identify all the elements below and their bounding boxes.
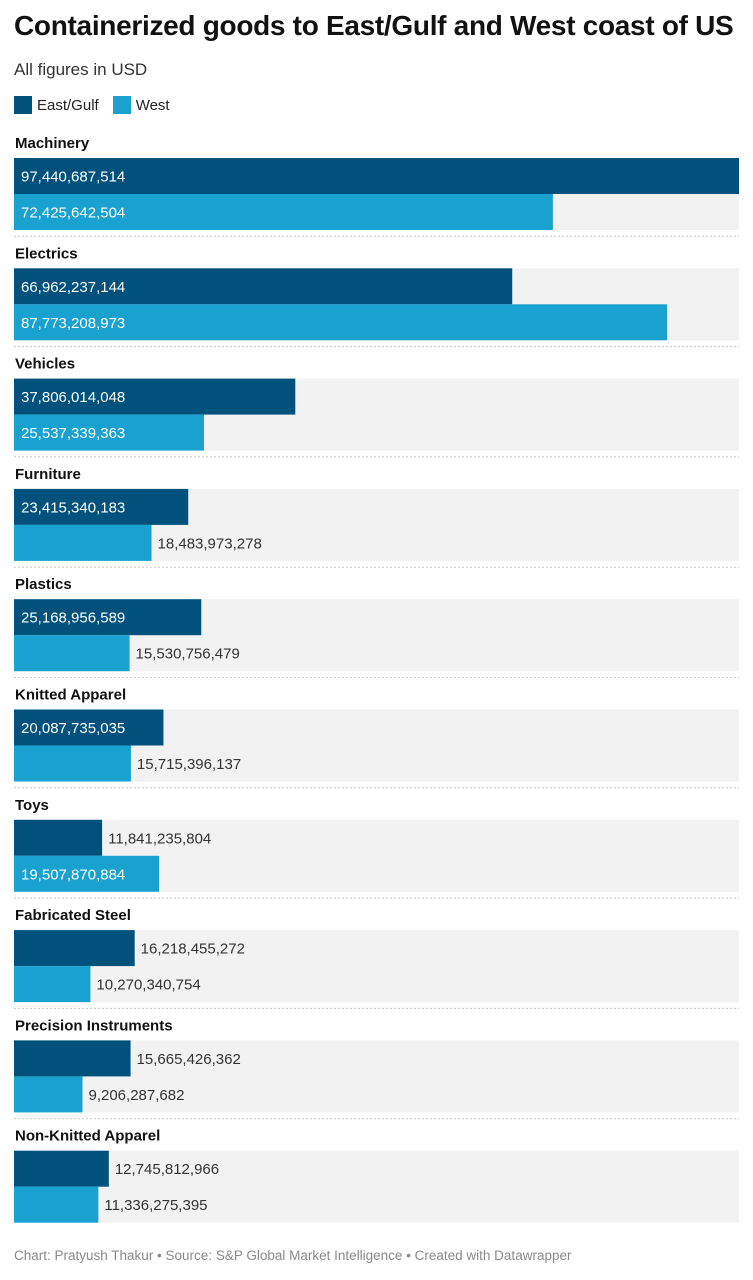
data-label-non-knitted-apparel-east-gulf: 12,745,812,966 — [115, 1161, 219, 1178]
bar-furniture-east-gulf — [14, 488, 189, 525]
data-label-furniture-east-gulf: 23,415,340,183 — [21, 499, 125, 516]
data-label-plastics-west: 15,530,756,479 — [136, 646, 240, 663]
data-label-fabricated-steel-west: 10,270,340,754 — [96, 977, 200, 994]
bar-knitted-apparel-east-gulf — [14, 709, 164, 746]
bar-electrics-east-gulf — [14, 268, 513, 305]
bar-vehicles-west — [14, 414, 205, 451]
bar-non-knitted-apparel-east-gulf — [14, 1150, 109, 1187]
bar-track-non-knitted-apparel — [14, 1150, 739, 1223]
category-label-vehicles: Vehicles — [15, 356, 75, 373]
bar-chart: Machinery 97,440,687,514 72,425,642,504 Ele… — [14, 135, 739, 1223]
bar-precision-instruments-east-gulf — [14, 1040, 131, 1077]
bar-machinery-west — [14, 194, 553, 230]
bar-fabricated-steel-east-gulf — [14, 930, 135, 967]
bar-track-fabricated-steel — [14, 930, 739, 1003]
legend-swatch-east-gulf — [14, 96, 32, 114]
data-label-vehicles-east-gulf: 37,806,014,048 — [21, 389, 125, 406]
legend-label-east-gulf: East/Gulf — [37, 96, 99, 114]
legend-label-west: West — [135, 96, 170, 114]
chart-subtitle: All figures in USD — [14, 60, 148, 79]
data-label-vehicles-west: 25,537,339,363 — [21, 425, 125, 442]
bar-furniture-west — [14, 524, 152, 561]
legend-swatch-west — [112, 96, 131, 114]
legend: East/Gulf West — [14, 96, 184, 114]
data-label-machinery-east-gulf: 97,440,687,514 — [21, 169, 125, 186]
bar-track-precision-instruments — [14, 1040, 739, 1113]
bar-fabricated-steel-west — [14, 966, 91, 1003]
bar-electrics-west — [14, 304, 668, 341]
data-label-knitted-apparel-east-gulf: 20,087,735,035 — [21, 720, 125, 737]
bar-knitted-apparel-west — [14, 745, 131, 782]
category-label-toys: Toys — [15, 797, 49, 814]
category-label-non-knitted-apparel: Non-Knitted Apparel — [15, 1128, 160, 1145]
bar-vehicles-east-gulf — [14, 378, 296, 415]
bar-toys-west — [14, 855, 160, 892]
data-label-fabricated-steel-east-gulf: 16,218,455,272 — [141, 941, 245, 958]
chart-title: Containerized goods to East/Gulf and Wes… — [14, 10, 734, 41]
data-label-plastics-east-gulf: 25,168,956,589 — [21, 610, 125, 627]
bar-machinery-east-gulf — [14, 158, 739, 194]
category-label-fabricated-steel: Fabricated Steel — [15, 907, 131, 924]
legend-item-east-gulf: East/Gulf — [14, 96, 99, 114]
category-label-furniture: Furniture — [15, 466, 81, 483]
bar-precision-instruments-west — [14, 1076, 83, 1113]
category-label-knitted-apparel: Knitted Apparel — [15, 687, 126, 704]
data-label-machinery-west: 72,425,642,504 — [21, 205, 125, 222]
data-label-toys-east-gulf: 11,841,235,804 — [108, 830, 211, 847]
chart-footer: Chart: Pratyush Thakur • Source: S&P Glo… — [14, 1248, 572, 1263]
data-label-precision-instruments-east-gulf: 15,665,426,362 — [137, 1051, 241, 1068]
data-label-toys-west: 19,507,870,884 — [21, 866, 125, 883]
bar-non-knitted-apparel-west — [14, 1186, 99, 1223]
legend-item-west: West — [112, 96, 170, 114]
category-label-electrics: Electrics — [15, 245, 78, 262]
bar-plastics-west — [14, 635, 130, 672]
category-label-precision-instruments: Precision Instruments — [15, 1017, 173, 1034]
category-label-plastics: Plastics — [15, 576, 72, 593]
bar-plastics-east-gulf — [14, 599, 202, 636]
data-label-knitted-apparel-west: 15,715,396,137 — [137, 756, 241, 773]
data-label-electrics-west: 87,773,208,973 — [21, 315, 125, 332]
category-label-machinery: Machinery — [15, 135, 90, 152]
data-label-furniture-west: 18,483,973,278 — [158, 535, 262, 552]
data-label-precision-instruments-west: 9,206,287,682 — [88, 1087, 184, 1104]
bar-toys-east-gulf — [14, 819, 103, 856]
data-label-non-knitted-apparel-west: 11,336,275,395 — [104, 1197, 207, 1214]
data-label-electrics-east-gulf: 66,962,237,144 — [21, 279, 125, 296]
